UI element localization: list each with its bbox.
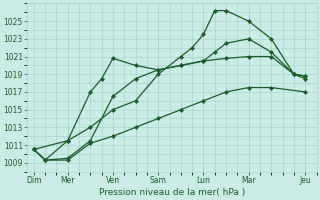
X-axis label: Pression niveau de la mer( hPa ): Pression niveau de la mer( hPa ) bbox=[99, 188, 245, 197]
